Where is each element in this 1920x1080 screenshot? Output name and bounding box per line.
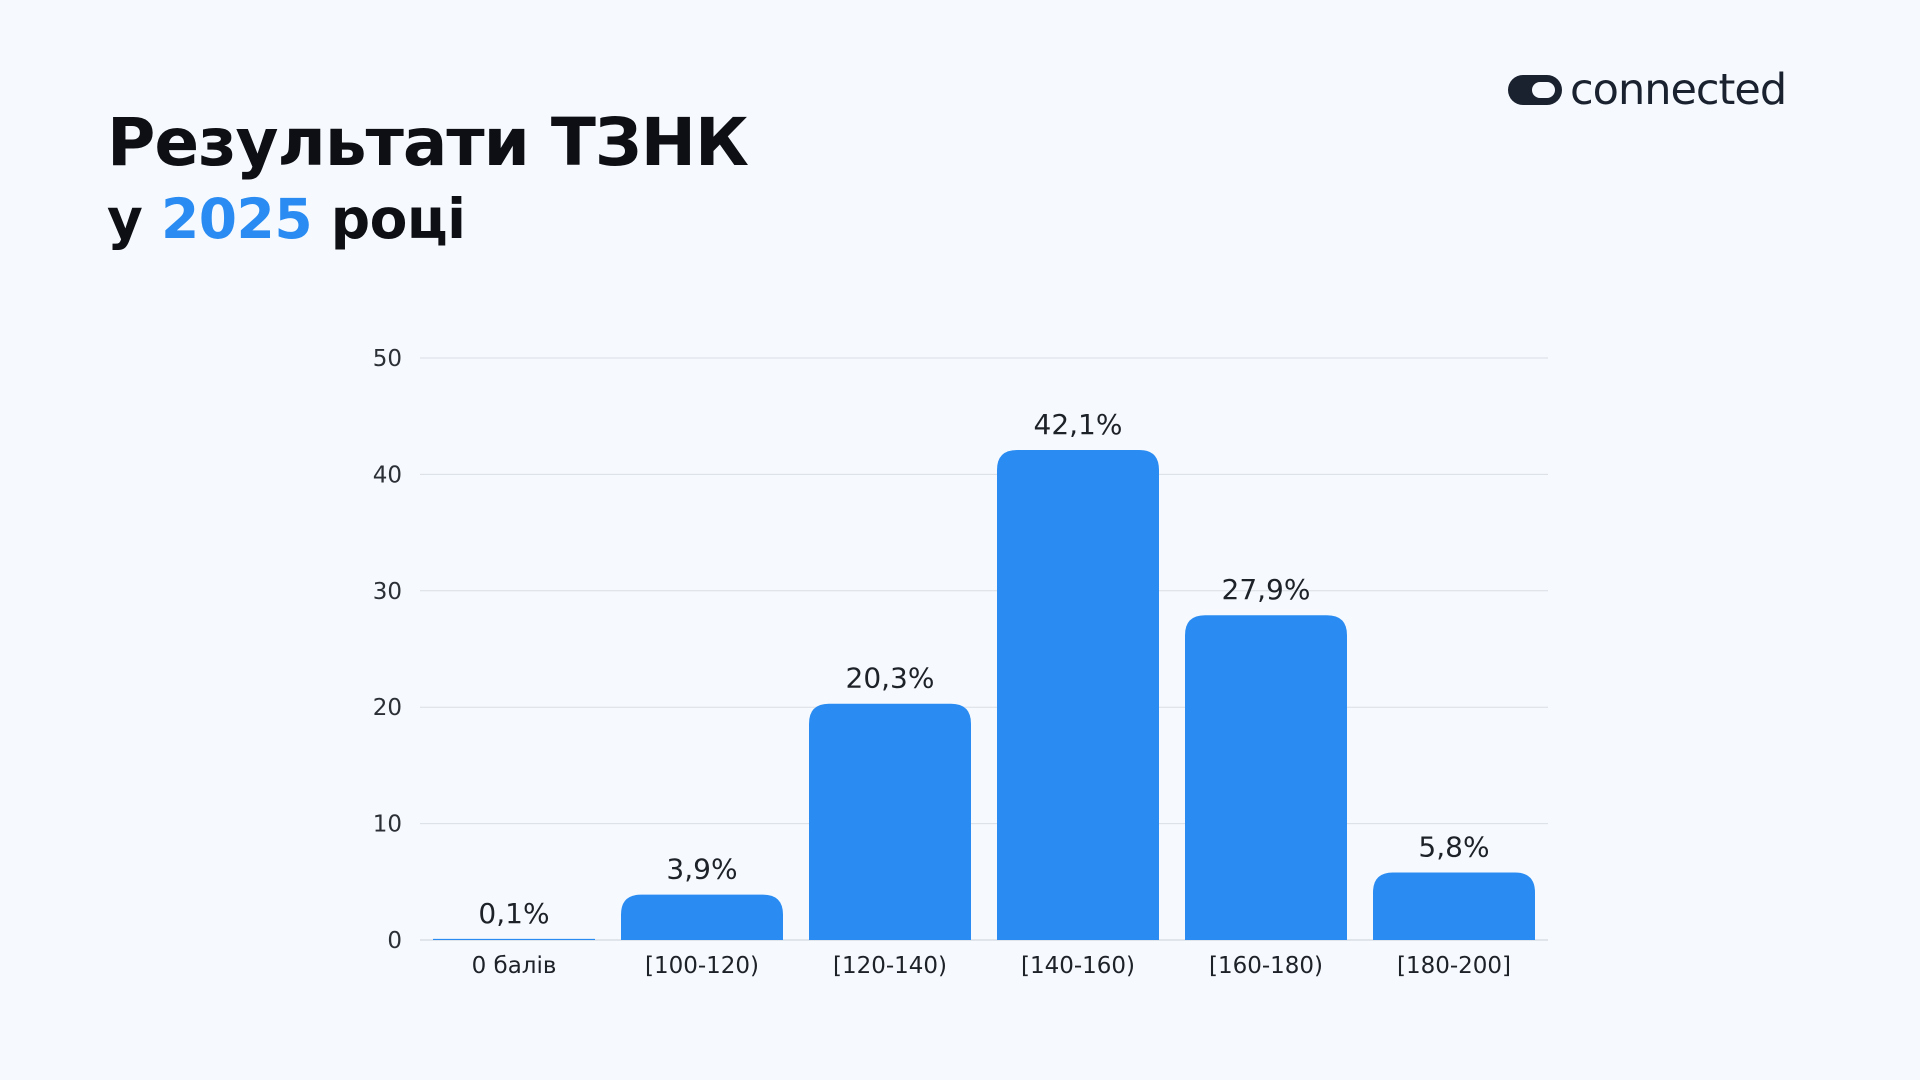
bar-value-label: 0,1% [478,897,549,930]
bar-value-label: 5,8% [1418,830,1489,863]
x-category-label: [180-200] [1397,953,1511,979]
x-category-label: [140-160) [1021,953,1135,979]
y-tick-label: 0 [387,928,402,954]
y-tick-label: 10 [373,812,402,838]
subtitle-year: 2025 [161,187,313,251]
page-subtitle: у 2025 році [107,192,466,247]
page-title: Результати ТЗНК [107,104,749,181]
y-tick-label: 50 [373,346,402,372]
bars [433,449,1535,940]
subtitle-suffix: році [330,187,466,251]
brand-name: connected [1570,64,1787,115]
bar-5 [1373,872,1535,940]
x-category-label: [160-180) [1209,953,1323,979]
x-category-label: 0 балів [472,953,557,979]
y-tick-label: 40 [373,462,402,488]
bar-value-label: 20,3% [846,662,935,695]
bar-value-label: 27,9% [1222,573,1311,606]
bar-0 [433,938,595,940]
bar-1 [621,894,783,940]
brand-logo: connected [1508,62,1787,118]
subtitle-prefix: у [107,187,143,251]
x-category-label: [120-140) [833,953,947,979]
bar-4 [1185,615,1347,940]
x-category-label: [100-120) [645,953,759,979]
x-axis-categories: 0 балів [100-120) [120-140) [140-160) [160-1… [472,953,1511,979]
grid-lines [420,357,1548,941]
bar-value-label: 3,9% [666,853,737,886]
y-axis-ticks: 0 10 20 30 40 50 [373,346,402,954]
logo-mark-icon [1508,75,1562,105]
bar-2 [809,703,971,940]
y-tick-label: 30 [373,579,402,605]
bar-value-labels: 0,1% 3,9% 20,3% 42,1% 27,9% 5,8% [478,408,1489,930]
bar-value-label: 42,1% [1034,408,1123,441]
bar-3 [997,449,1159,940]
y-tick-label: 20 [373,695,402,721]
